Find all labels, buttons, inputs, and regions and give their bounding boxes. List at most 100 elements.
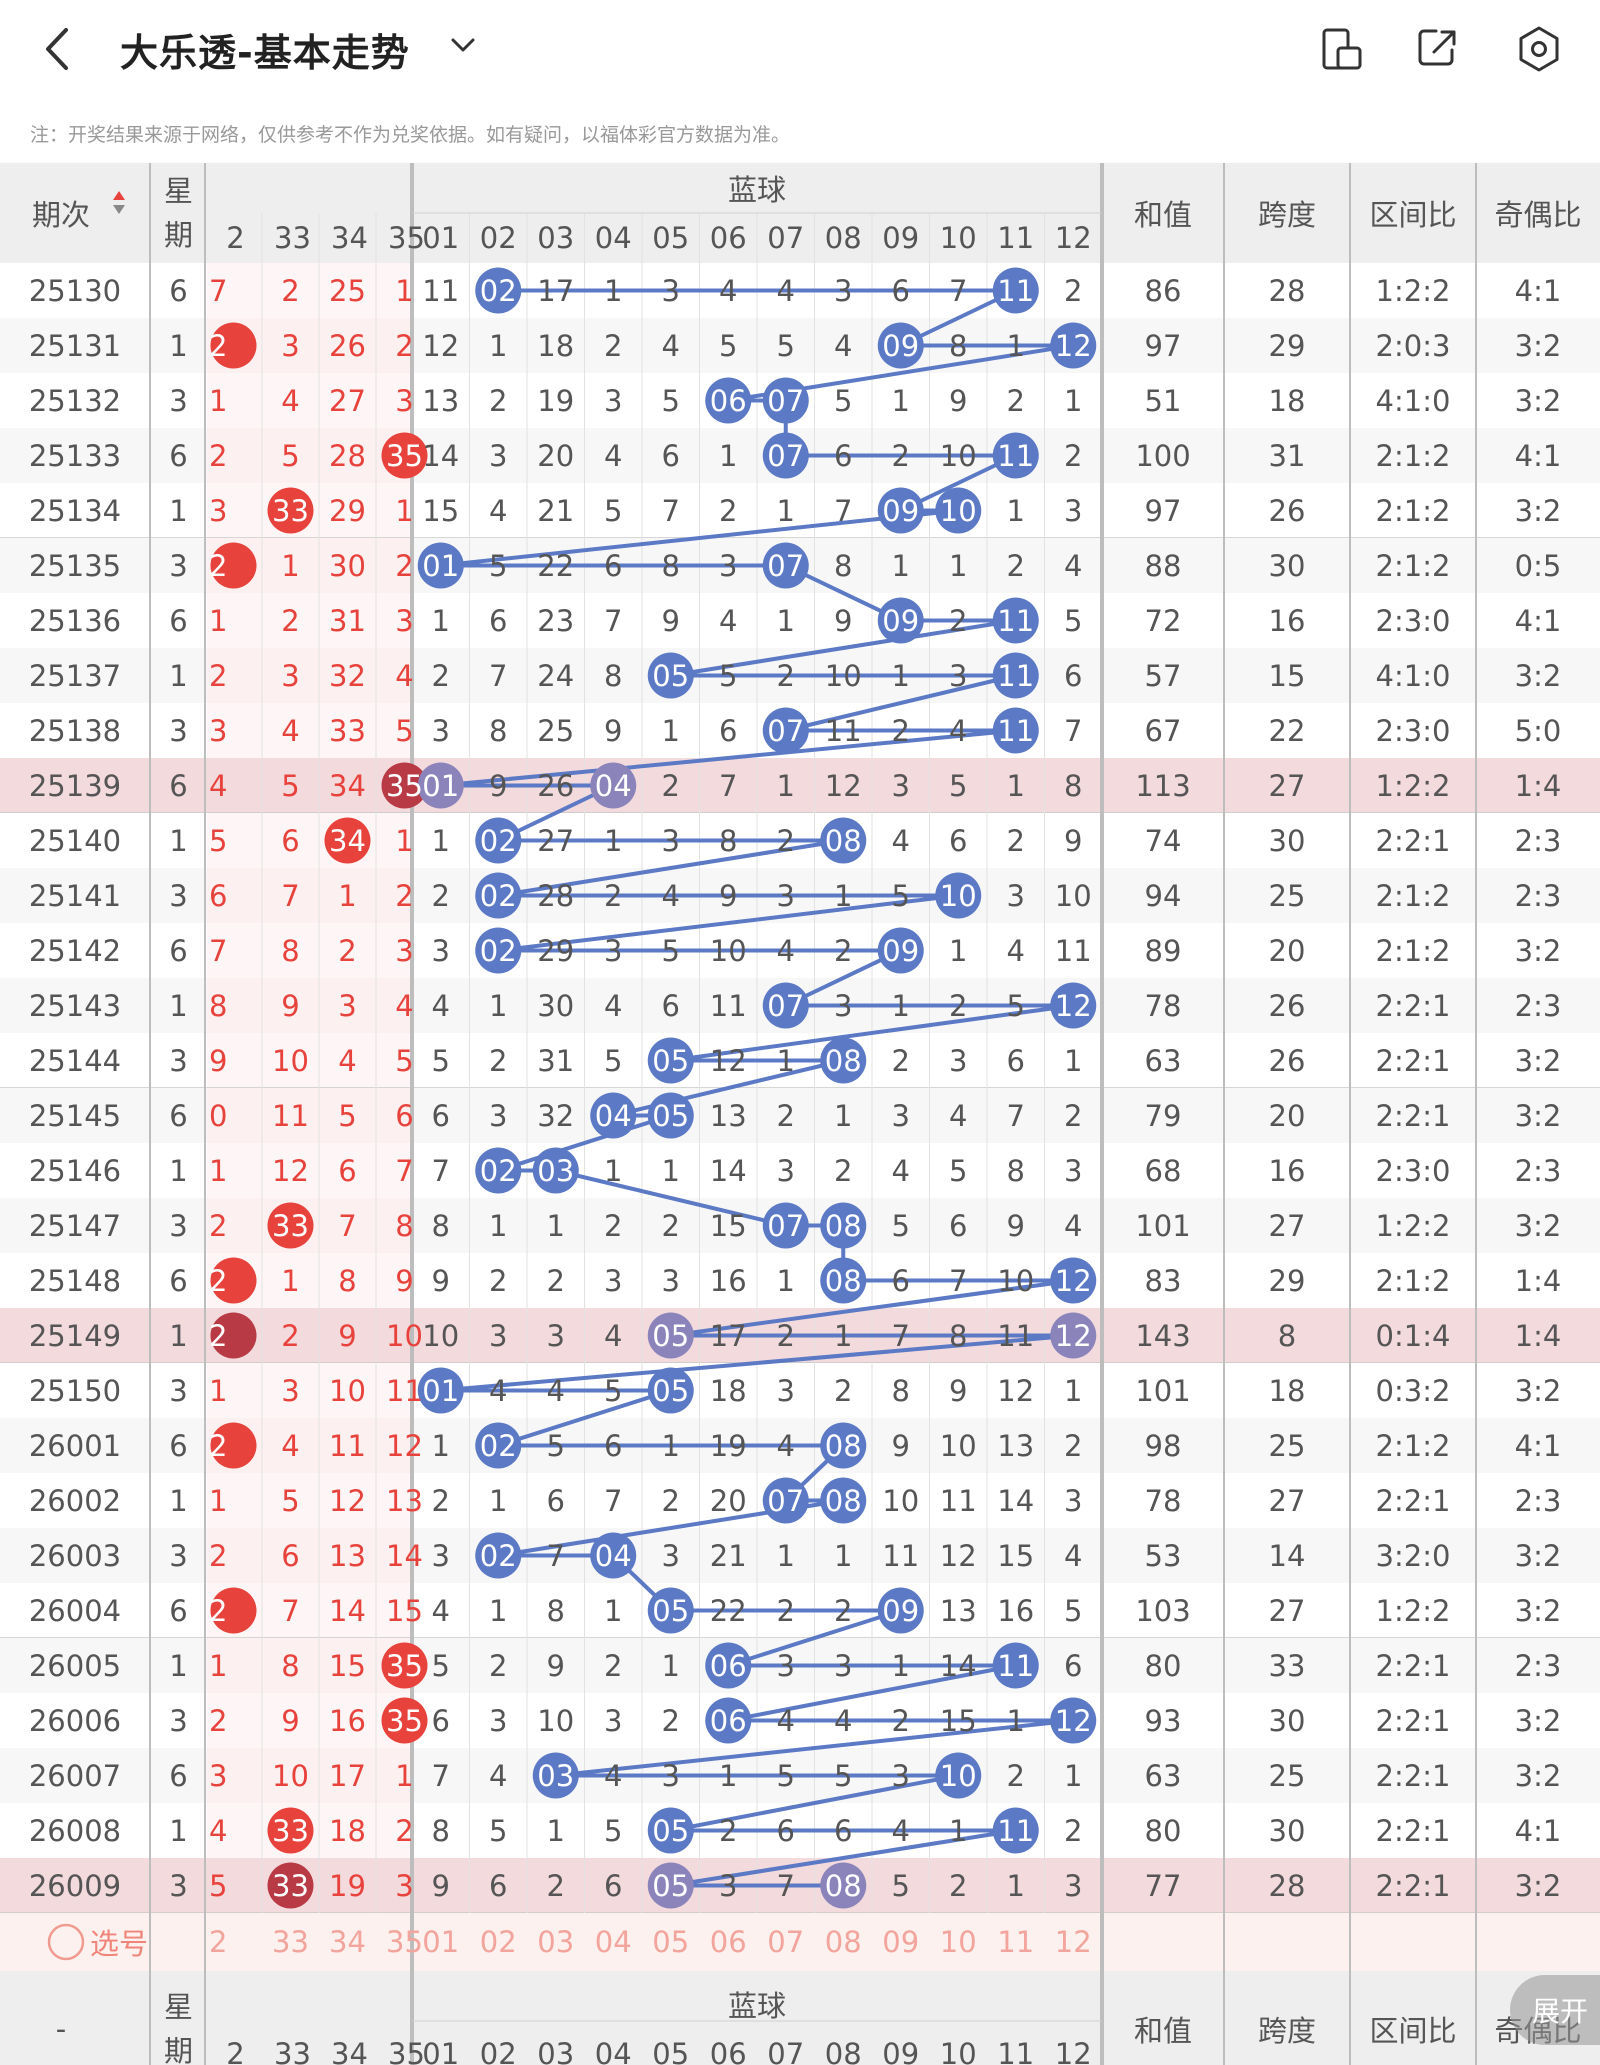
select-blue-number[interactable]: 11 (997, 1925, 1035, 1959)
sum-cell: 78 (1144, 1483, 1182, 1518)
blue-miss-count: 7 (891, 1318, 910, 1353)
sum-cell: 63 (1144, 1043, 1182, 1078)
footer-span-header: 跨度 (1257, 2014, 1316, 2048)
blue-miss-count: 3 (719, 1868, 738, 1903)
footer-weekday-header: 星期 (163, 1990, 193, 2065)
blue-hit-number: 07 (767, 548, 805, 583)
blue-ball (992, 432, 1039, 479)
blue-hit-number: 08 (824, 1428, 862, 1463)
zone-ratio-cell: 2:1:2 (1375, 1428, 1451, 1463)
blue-miss-count: 5 (604, 1813, 623, 1848)
front-miss-count: 4 (395, 988, 414, 1023)
blue-miss-count: 2 (546, 1868, 565, 1903)
chevron-down-icon[interactable] (448, 34, 478, 58)
back-icon[interactable] (38, 26, 78, 72)
blue-number-header: 03 (537, 221, 575, 255)
blue-miss-count: 10 (1054, 878, 1092, 913)
front-miss-count: 3 (395, 1868, 414, 1903)
blue-miss-count: 2 (661, 1483, 680, 1518)
blue-miss-count: 7 (604, 603, 623, 638)
blue-miss-count: 1 (1006, 1868, 1025, 1903)
front-hit-number: 2 (209, 328, 228, 363)
front-miss-count: 4 (395, 658, 414, 693)
share-icon[interactable] (1414, 24, 1462, 72)
front-miss-count: 10 (272, 1043, 309, 1078)
page-title[interactable]: 大乐透-基本走势 (120, 31, 410, 75)
split-screen-icon[interactable] (1318, 26, 1366, 74)
blue-hit-number: 02 (479, 933, 517, 968)
blue-miss-count: 7 (949, 273, 968, 308)
blue-miss-count: 2 (949, 1868, 968, 1903)
blue-miss-count: 6 (489, 603, 508, 638)
period-cell: 25131 (28, 328, 122, 363)
span-header: 跨度 (1257, 198, 1316, 232)
select-blue-number[interactable]: 06 (709, 1925, 747, 1959)
blue-ball (935, 1752, 982, 1799)
period-header[interactable]: 期次 (31, 198, 90, 232)
select-front-number[interactable]: 2 (209, 1925, 228, 1959)
zone-ratio-cell: 2:3:0 (1375, 603, 1451, 638)
red-ball (381, 1697, 428, 1744)
blue-miss-count: 5 (431, 1043, 450, 1078)
blue-miss-count: 9 (431, 1868, 450, 1903)
select-blue-number[interactable]: 08 (824, 1925, 862, 1959)
blue-ball (820, 817, 867, 864)
front-miss-count: 34 (329, 768, 366, 803)
expand-button[interactable]: 展开 (1510, 1975, 1600, 2045)
blue-miss-count: 2 (489, 1263, 508, 1298)
select-number-label[interactable]: 选号 (90, 1927, 149, 1961)
select-blue-number[interactable]: 12 (1054, 1925, 1092, 1959)
blue-miss-count: 2 (834, 1373, 853, 1408)
blue-miss-count: 1 (489, 988, 508, 1023)
period-cell: 26006 (28, 1703, 122, 1738)
blue-miss-count: 6 (834, 438, 853, 473)
blue-miss-count: 1 (489, 1593, 508, 1628)
select-blue-number[interactable]: 07 (767, 1925, 805, 1959)
front-miss-count: 9 (281, 988, 300, 1023)
blue-miss-count: 2 (834, 933, 853, 968)
select-front-number[interactable]: 33 (272, 1925, 309, 1959)
sum-cell: 100 (1135, 438, 1191, 473)
blue-miss-count: 4 (661, 878, 680, 913)
settings-icon[interactable] (1514, 24, 1564, 74)
blue-miss-count: 14 (939, 1648, 977, 1683)
blue-miss-count: 3 (891, 1758, 910, 1793)
blue-miss-count: 4 (776, 273, 795, 308)
front-miss-count: 15 (386, 1593, 423, 1628)
sum-cell: 113 (1135, 768, 1191, 803)
select-blue-number[interactable]: 03 (537, 1925, 575, 1959)
select-blue-number[interactable]: 04 (594, 1925, 632, 1959)
blue-miss-count: 1 (949, 1813, 968, 1848)
footer-period-header[interactable]: - (55, 2012, 67, 2046)
blue-hit-number: 01 (422, 548, 460, 583)
front-miss-count: 4 (281, 383, 300, 418)
select-blue-number[interactable]: 05 (652, 1925, 690, 1959)
blue-ball (877, 322, 924, 369)
blue-ball (705, 1697, 752, 1744)
blue-hit-number: 05 (652, 1043, 690, 1078)
blue-miss-count: 8 (546, 1593, 565, 1628)
blue-miss-count: 3 (1064, 1153, 1083, 1188)
blue-miss-count: 3 (1064, 1868, 1083, 1903)
select-blue-number[interactable]: 09 (882, 1925, 920, 1959)
red-ball (210, 542, 257, 589)
select-blue-number[interactable]: 02 (479, 1925, 517, 1959)
sum-cell: 88 (1144, 548, 1182, 583)
select-blue-number[interactable]: 01 (422, 1925, 460, 1959)
odd-even-cell: 2:3 (1514, 823, 1562, 858)
blue-miss-count: 2 (431, 1483, 450, 1518)
blue-miss-count: 3 (604, 383, 623, 418)
select-front-number[interactable]: 34 (329, 1925, 366, 1959)
period-cell: 25143 (28, 988, 122, 1023)
blue-hit-number: 06 (709, 1648, 747, 1683)
blue-miss-count: 4 (661, 328, 680, 363)
blue-ball (1050, 322, 1097, 369)
select-front-number[interactable]: 35 (386, 1925, 423, 1959)
select-blue-number[interactable]: 10 (939, 1925, 977, 1959)
red-ball (381, 432, 428, 479)
blue-ball (762, 1202, 809, 1249)
blue-miss-count: 2 (604, 878, 623, 913)
blue-miss-count: 25 (537, 713, 575, 748)
blue-hit-number: 08 (824, 823, 862, 858)
sum-header: 和值 (1133, 198, 1192, 232)
